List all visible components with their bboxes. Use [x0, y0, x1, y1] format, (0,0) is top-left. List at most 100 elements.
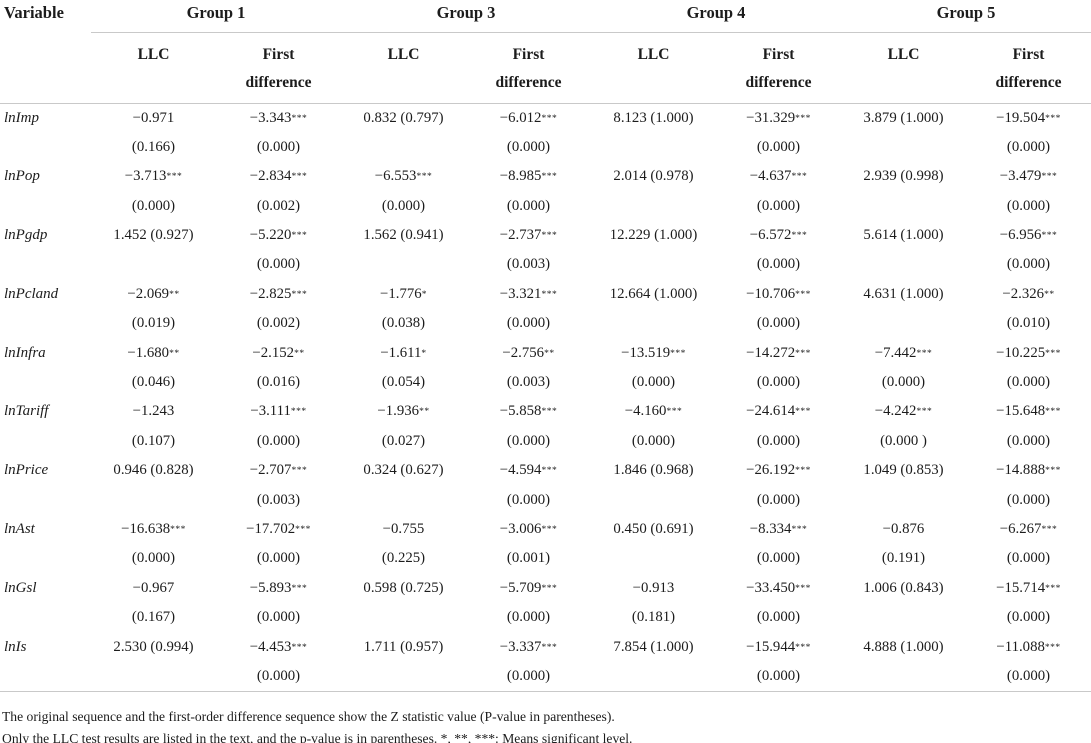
stat-cell: 4.888 (1.000) — [841, 632, 966, 693]
variable-label: lnPcland — [4, 285, 59, 302]
cell-value: −19.504*** — [996, 109, 1061, 126]
stat-cell: −4.453*** (0.000) — [216, 632, 341, 693]
cell-value — [591, 486, 716, 515]
significance-stars: * — [421, 348, 427, 359]
cell-value: −4.242*** — [874, 403, 933, 420]
cell-value: −8.985*** — [499, 168, 558, 185]
stat-cell: −2.326** (0.010) — [966, 280, 1091, 339]
cell-value: (0.038) — [381, 315, 426, 332]
significance-stars: * — [421, 289, 427, 300]
stat-cell: −3.337*** (0.000) — [466, 632, 591, 693]
stat-cell: −4.242*** (0.000 ) — [841, 397, 966, 456]
cell-value: (0.000) — [631, 374, 676, 391]
significance-stars: ** — [294, 348, 305, 359]
cell-value: −0.876 — [882, 520, 925, 537]
cell-value: 2.014 (0.978) — [613, 168, 694, 185]
table-row: lnImp −0.971 (0.166) −3.343*** (0.000) 0.832 … — [0, 103, 1091, 162]
cell-value: (0.000) — [881, 374, 926, 391]
cell-value: (0.000) — [256, 667, 301, 684]
cell-value: −1.776* — [380, 285, 427, 302]
stat-cell: −5.893*** (0.000) — [216, 574, 341, 633]
cell-value: −3.337*** — [499, 638, 558, 655]
cell-value — [591, 662, 716, 691]
cell-value: (0.010) — [1006, 315, 1051, 332]
stat-cell: −3.479*** (0.000) — [966, 162, 1091, 221]
cell-value: −15.648*** — [996, 403, 1061, 420]
stat-cell: −31.329*** (0.000) — [716, 103, 841, 162]
stat-cell: −5.220*** (0.000) — [216, 221, 341, 280]
cell-value — [91, 250, 216, 279]
cell-value — [341, 603, 466, 632]
significance-stars: *** — [291, 583, 308, 594]
sub-header-row: LLC First difference LLC First differenc… — [0, 32, 1091, 104]
stat-cell: −14.888*** (0.000) — [966, 456, 1091, 515]
cell-value: −16.638*** — [121, 520, 186, 537]
cell-value: (0.000) — [1006, 256, 1051, 273]
column-header-group-3: Group 3 — [341, 0, 591, 33]
cell-value — [841, 309, 966, 338]
significance-stars: *** — [795, 407, 811, 418]
cell-value — [341, 250, 466, 279]
significance-stars: *** — [1044, 642, 1061, 653]
table-row: lnGsl −0.967 (0.167) −5.893*** (0.000) 0.598 … — [0, 574, 1091, 633]
cell-value: 1.562 (0.941) — [363, 227, 444, 244]
stat-cell: −2.834*** (0.002) — [216, 162, 341, 221]
variable-label: lnPgdp — [4, 227, 48, 244]
significance-stars: *** — [291, 289, 308, 300]
stat-cell: −4.160*** (0.000) — [591, 397, 716, 456]
cell-value: (0.000) — [1006, 197, 1051, 214]
cell-value: (0.003) — [506, 374, 551, 391]
cell-value: (0.000) — [756, 315, 801, 332]
cell-value: −14.272*** — [746, 344, 811, 361]
table-row: lnPop −3.713*** (0.000) −2.834*** (0.002) −6.… — [0, 162, 1091, 221]
stat-cell: −2.756** (0.003) — [466, 339, 591, 398]
variable-label: lnTariff — [4, 403, 49, 420]
stat-cell: −8.985*** (0.000) — [466, 162, 591, 221]
table-row: lnPgdp 1.452 (0.927) −5.220*** (0.000) 1.56… — [0, 221, 1091, 280]
stat-cell: −1.243 (0.107) — [91, 397, 216, 456]
cell-value: (0.000) — [1006, 432, 1051, 449]
cell-value: 1.006 (0.843) — [863, 579, 944, 596]
cell-value: (0.000 ) — [880, 432, 927, 449]
stat-cell: −26.192*** (0.000) — [716, 456, 841, 515]
cell-value: −6.553*** — [374, 168, 433, 185]
cell-value: (0.000) — [256, 256, 301, 273]
cell-value: (0.000) — [506, 667, 551, 684]
footnote-line: The original sequence and the first-orde… — [2, 709, 615, 725]
significance-stars: *** — [291, 642, 308, 653]
stat-cell: −3.321*** (0.000) — [466, 280, 591, 339]
significance-stars: *** — [666, 407, 683, 418]
significance-stars: *** — [166, 172, 183, 183]
group-header-row: Variable Group 1 Group 3 Group 4 Group 5 — [0, 0, 1091, 104]
cell-value: −3.111*** — [250, 403, 307, 420]
stat-cell: −14.272*** (0.000) — [716, 339, 841, 398]
significance-stars: *** — [791, 524, 808, 535]
significance-stars: *** — [1045, 466, 1061, 477]
table-row: lnIs 2.530 (0.994) −4.453*** (0.000) 1.711 … — [0, 632, 1091, 693]
cell-value: 0.598 (0.725) — [363, 579, 444, 596]
cell-value: −10.706*** — [746, 285, 811, 302]
significance-stars: ** — [419, 407, 430, 418]
cell-value: (0.000) — [756, 667, 801, 684]
stat-cell: 0.450 (0.691) — [591, 515, 716, 574]
cell-value: 0.946 (0.828) — [113, 462, 194, 479]
cell-value: −5.220*** — [249, 227, 308, 244]
cell-value: (0.000) — [756, 374, 801, 391]
significance-stars: *** — [541, 172, 558, 183]
cell-value: −3.713*** — [124, 168, 183, 185]
significance-stars: *** — [1041, 172, 1058, 183]
significance-stars: *** — [541, 407, 558, 418]
cell-value: (0.000) — [506, 491, 551, 508]
significance-stars: *** — [1041, 231, 1058, 242]
stat-cell: 1.846 (0.968) — [591, 456, 716, 515]
significance-stars: *** — [541, 113, 558, 124]
significance-stars: *** — [916, 407, 933, 418]
cell-value: (0.019) — [131, 315, 176, 332]
cell-value: −1.936** — [377, 403, 430, 420]
significance-stars: *** — [541, 642, 558, 653]
cell-value — [841, 133, 966, 162]
cell-value: 0.324 (0.627) — [363, 462, 444, 479]
cell-value: 2.530 (0.994) — [113, 638, 194, 655]
cell-value: (0.000) — [256, 432, 301, 449]
